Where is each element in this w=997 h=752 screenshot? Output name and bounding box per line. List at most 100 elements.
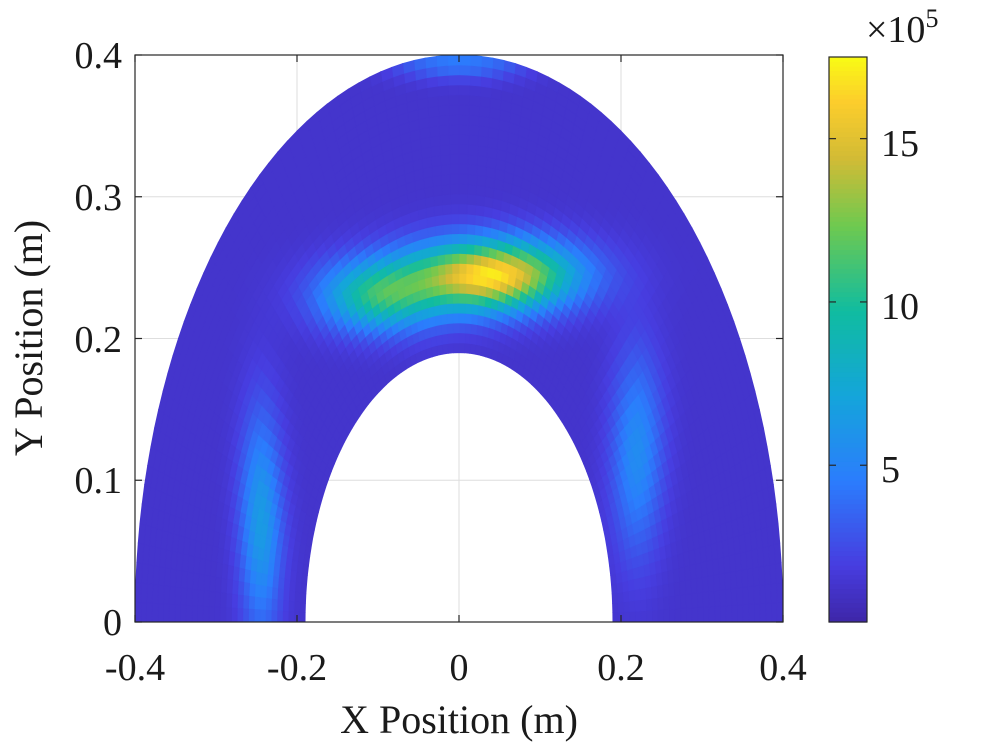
heatmap-cell [157,603,164,622]
heatmap-cell [466,193,477,206]
heatmap-cell [458,94,470,106]
colorbar-multiplier-exponent: 5 [925,4,938,33]
colorbar-swatch [829,127,867,133]
heatmap-cell [242,608,249,622]
heatmap-cell [759,584,767,605]
heatmap-cell [725,604,733,622]
heatmap-cell [230,607,238,622]
heatmap-cell [640,610,648,622]
colorbar-swatch [829,574,867,581]
heatmap-cell [472,263,481,276]
colorbar-swatch [829,137,867,143]
heatmap-cell [468,124,480,137]
heatmap-cell [478,284,487,297]
colorbar-multiplier-base: ×10 [866,9,925,51]
heatmap-cell [612,602,619,614]
heatmap-cell [444,273,453,285]
heatmap-cell [466,213,476,226]
heatmap-cell [441,333,449,345]
heatmap-cell [428,125,441,138]
colorbar-swatch [829,447,867,454]
heatmap-cell [725,588,733,607]
heatmap-cell [437,84,449,97]
heatmap-cell [467,183,477,196]
heatmap-cell [440,313,448,325]
colorbar-swatch [829,207,867,213]
heatmap-cell [431,174,442,187]
heatmap-cell [447,74,460,86]
colorbar-swatch [829,306,867,312]
heatmap-cell [259,585,267,599]
heatmap-cell [473,243,483,256]
heatmap-cell [449,153,460,165]
colorbar-swatch [829,132,867,138]
heatmap-cell [458,302,466,314]
colorbar-swatch [829,297,867,303]
colorbar-swatch [829,160,867,166]
colorbar-swatch [829,344,867,350]
heatmap-cell [657,596,665,611]
colorbar-swatch [829,471,867,477]
heatmap-cell [657,609,665,622]
heatmap-cell [449,173,460,185]
heatmap-cell [448,133,460,146]
heatmap-cell [468,104,481,117]
heatmap-cell [247,608,255,622]
x-tick-label: 0.2 [597,647,645,689]
heatmap-cell [759,602,767,622]
heatmap-cell [464,332,471,344]
colorbar-swatch [829,617,867,623]
colorbar-swatch [829,438,867,444]
heatmap-cell [265,586,273,600]
heatmap-cell [622,590,630,603]
colorbar-swatch [829,235,867,242]
colorbar-swatch [829,259,867,265]
axis-ticks [134,54,784,623]
heatmap-cell [474,343,482,356]
heatmap-cell [458,342,466,354]
heatmap-cell [776,581,783,604]
heatmap-cell [469,342,477,355]
heatmap-cell [469,55,483,67]
heatmap-cell [440,163,451,176]
heatmap-cell [185,588,193,607]
heatmap-cell [449,163,460,175]
heatmap-cell [276,599,284,612]
heatmap-cell [730,587,738,606]
colorbar-swatch [829,433,867,439]
heatmap-cell [458,292,467,304]
colorbar-swatch [829,396,867,402]
heatmap-cell [623,611,631,622]
heatmap-cell [458,243,467,255]
heatmap-cell [157,584,165,605]
heatmap-cell [458,104,470,116]
heatmap-cell [471,283,480,296]
heatmap-cell [465,273,474,285]
heatmap-cell [441,193,452,206]
heatmap-cell [136,542,145,565]
heatmap-cell [214,591,222,608]
heatmap-cell [469,333,477,345]
colorbar-swatch [829,494,867,501]
heatmap-cell [612,611,619,622]
colorbar-swatch [829,466,867,472]
heatmap-cell [427,105,440,118]
colorbar-swatch [829,278,867,284]
colorbar-swatch [829,151,867,157]
heatmap-cell [446,312,454,325]
heatmap-cell [458,223,468,235]
heatmap-cell [458,262,467,274]
colorbar-swatch [829,254,867,261]
heatmap-cell [470,303,479,316]
heatmap-cell [253,609,261,622]
heatmap-cell [225,607,232,622]
heatmap-cell [259,609,266,622]
heatmap-cell [466,233,475,245]
heatmap-cell [646,609,653,622]
heatmap-cell [714,605,721,622]
colorbar-swatch [829,99,867,105]
heatmap-cell [467,173,478,186]
heatmap-cell [436,253,446,266]
heatmap-cell [191,605,198,622]
heatmap-cell [281,610,289,622]
